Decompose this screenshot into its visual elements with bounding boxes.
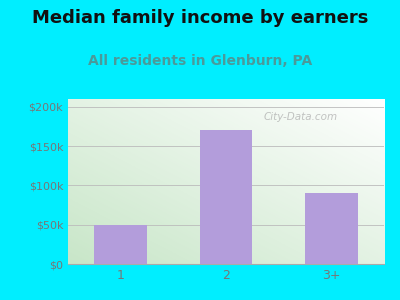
Text: All residents in Glenburn, PA: All residents in Glenburn, PA [88,54,312,68]
Bar [305,193,358,264]
Text: Median family income by earners: Median family income by earners [32,9,368,27]
Bar [200,130,252,264]
Text: City-Data.com: City-Data.com [264,112,338,122]
Bar [94,225,147,264]
